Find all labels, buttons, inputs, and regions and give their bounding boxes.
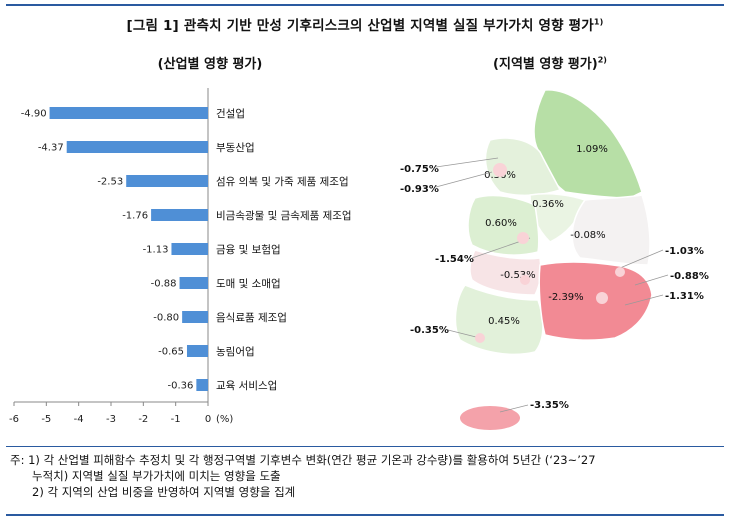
bar-4: [151, 209, 208, 221]
callout-leader-line: [619, 249, 664, 269]
bottom-rule: [6, 514, 724, 516]
map-region-gyeongbuk: [571, 194, 651, 266]
footnote-2: 2) 각 지역의 산업 비중을 반영하여 지역별 영향을 집계: [32, 485, 296, 499]
figure-title: [그림 1] 관측치 기반 만성 기후리스크의 산업별 지역별 실질 부가가치 …: [126, 17, 604, 35]
bar-value-label: -4.90: [21, 109, 47, 120]
callout-leader-line: [499, 404, 529, 413]
region-callout-label: -3.35%: [530, 400, 569, 411]
region-value-label: -0.08%: [570, 230, 605, 241]
bar-5: [171, 243, 208, 255]
notes-rule: [6, 446, 724, 447]
footnote-1-cont: 누적치) 지역별 실질 부가가치에 미치는 영향을 도출: [32, 469, 281, 483]
bar-7: [182, 311, 208, 323]
callout-leader-line: [447, 329, 481, 339]
region-value-label: 0.60%: [485, 218, 517, 229]
metro-area-marker: [475, 333, 485, 343]
region-callout-label: -0.35%: [410, 325, 449, 336]
callout-leader-line: [624, 294, 664, 306]
top-rule: [6, 4, 724, 6]
bar-3: [126, 175, 208, 187]
x-tick-label: -1: [171, 414, 181, 425]
bar-value-label: -1.76: [122, 211, 148, 222]
category-label: 교육 서비스업: [216, 379, 277, 392]
x-unit-label: (%): [216, 414, 233, 425]
bar-value-label: -0.65: [158, 347, 184, 358]
metro-area-marker: [596, 292, 608, 304]
bar-2: [66, 141, 208, 153]
map-region-jeju: [460, 406, 520, 430]
regional-map: 1.09%0.36%0.36%0.60%-0.08%-0.53%0.45%-2.…: [400, 89, 709, 430]
footnotes: 주: 1) 각 산업별 피해함수 추정치 및 각 행정구역별 기후변수 변화(연…: [10, 452, 596, 500]
category-label: 건설업: [216, 107, 245, 120]
category-label: 부동산업: [216, 141, 255, 154]
region-value-label: 1.09%: [576, 144, 608, 155]
region-callout-label: -0.75%: [400, 164, 439, 175]
bar-value-label: -4.37: [38, 143, 64, 154]
callout-leader-line: [435, 171, 493, 188]
x-tick-label: -3: [106, 414, 116, 425]
bar-chart-title: (산업별 영향 평가): [157, 57, 263, 72]
map-region-gangwon: [533, 89, 643, 199]
bar-value-label: -0.88: [151, 279, 177, 290]
category-label: 비금속광물 및 금속제품 제조업: [216, 209, 352, 222]
metro-area-marker: [517, 232, 529, 244]
map-title: (지역별 영향 평가)2): [493, 55, 607, 72]
category-label: 섬유 의복 및 가죽 제품 제조업: [216, 175, 349, 188]
category-label: 금융 및 보험업: [216, 243, 281, 256]
bar-9: [196, 379, 208, 391]
x-tick-label: 0: [205, 414, 211, 425]
callout-leader-line: [634, 274, 669, 286]
region-value-label: -2.39%: [548, 292, 583, 303]
industry-bar-chart: -4.90 건설업 -4.37 부동산업 -2.53 섬유 의복 및 가죽 제품 제조업 -…: [9, 88, 352, 425]
region-callout-label: -1.31%: [665, 291, 704, 302]
metro-area-marker: [615, 267, 625, 277]
bar-value-label: -0.80: [153, 313, 179, 324]
map-region-gyeonggi: [484, 137, 562, 197]
x-tick-label: -4: [74, 414, 84, 425]
x-tick-label: -6: [9, 414, 19, 425]
metro-area-marker: [493, 163, 507, 177]
map-region-gyeongnam: [538, 261, 653, 341]
category-label: 음식료품 제조업: [216, 311, 287, 324]
region-callout-label: -1.54%: [435, 254, 474, 265]
region-value-label: 0.36%: [532, 199, 564, 210]
bar-value-label: -0.36: [167, 381, 193, 392]
bar-6: [179, 277, 208, 289]
category-label: 농림어업: [216, 345, 255, 358]
x-tick-label: -2: [138, 414, 148, 425]
footnote-1: 주: 1) 각 산업별 피해함수 추정치 및 각 행정구역별 기후변수 변화(연…: [10, 453, 596, 467]
region-value-label: 0.45%: [488, 316, 520, 327]
bar-1: [49, 107, 208, 119]
bar-value-label: -2.53: [97, 177, 123, 188]
metro-area-marker: [520, 275, 530, 285]
region-callout-label: -1.03%: [665, 246, 704, 257]
bar-8: [186, 345, 208, 357]
region-callout-label: -0.93%: [400, 184, 439, 195]
region-value-label: -0.53%: [500, 270, 535, 281]
category-label: 도매 및 소매업: [216, 277, 281, 290]
bar-value-label: -1.13: [143, 245, 169, 256]
x-tick-label: -5: [41, 414, 51, 425]
callout-leader-line: [435, 157, 499, 168]
region-callout-label: -0.88%: [670, 271, 709, 282]
